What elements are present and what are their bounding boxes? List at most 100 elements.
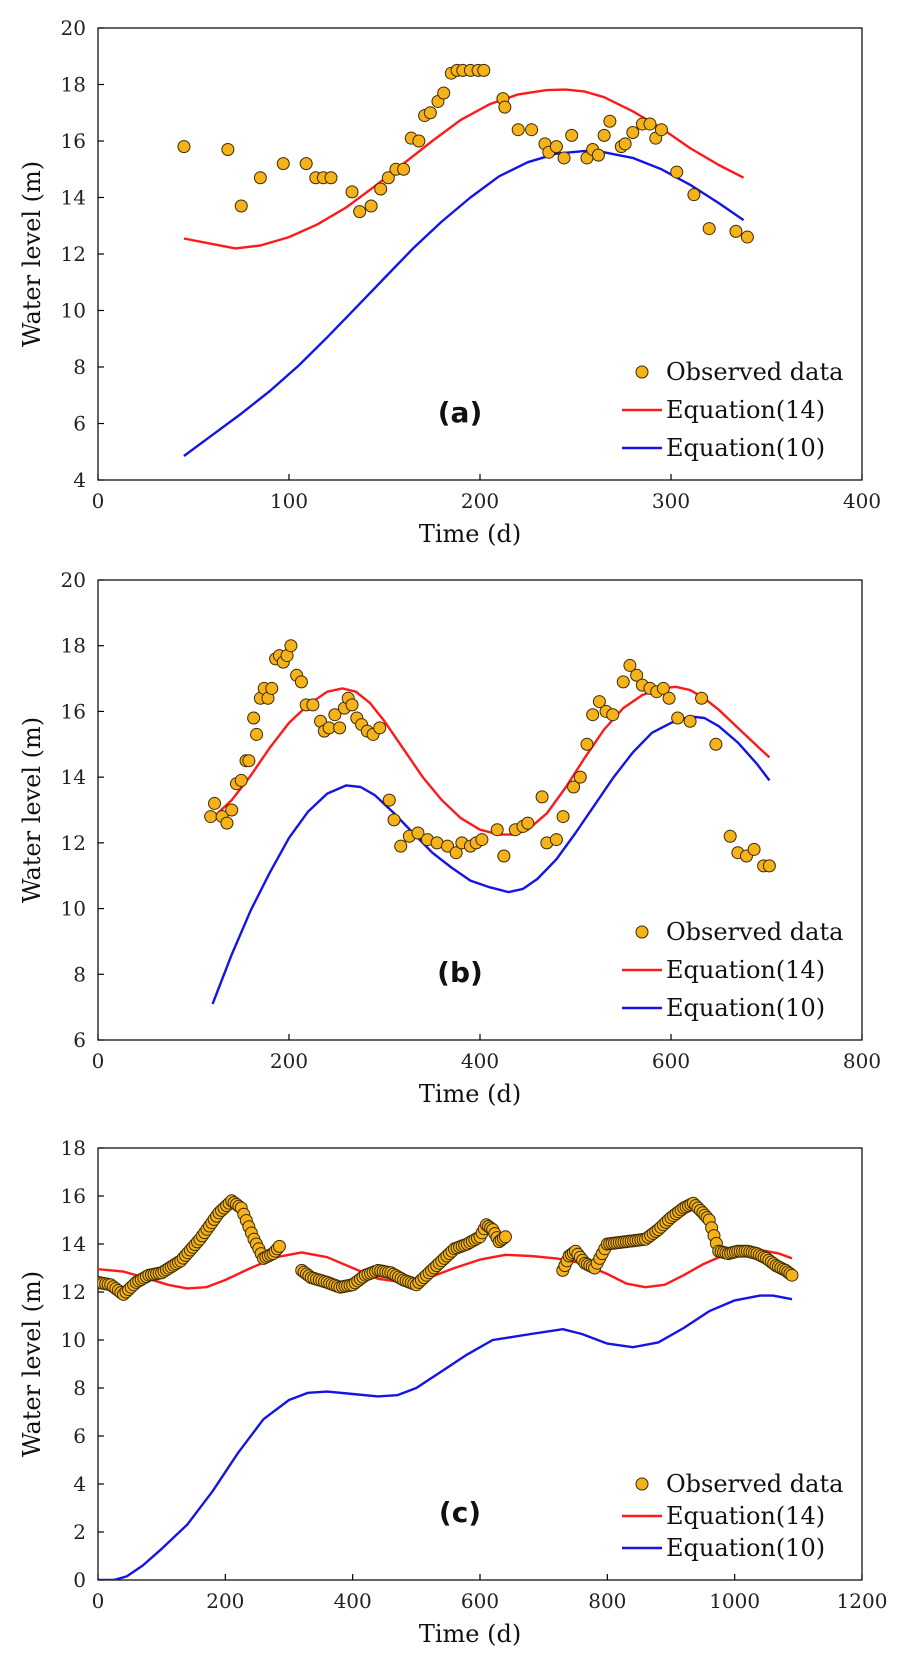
observed-data-point: [204, 810, 218, 824]
observed-data-point: [265, 681, 279, 695]
observed-data-point: [525, 123, 539, 137]
observed-data-point: [364, 199, 378, 213]
observed-data-point: [247, 711, 261, 725]
series-line-equation-14: [98, 1248, 793, 1290]
observed-data-point: [412, 134, 426, 148]
observed-data-point: [580, 737, 594, 751]
observed-data-point: [623, 658, 637, 672]
observed-data-point: [284, 639, 298, 653]
observed-data-point: [654, 123, 668, 137]
observed-data-point: [723, 829, 737, 843]
x-tick-label: 600: [461, 1589, 499, 1613]
observed-data-point: [521, 816, 535, 830]
y-axis-label: Water level (m): [18, 717, 46, 903]
observed-data-point: [671, 711, 685, 725]
series-line-equation-14: [209, 685, 771, 836]
observed-data-point: [565, 128, 579, 142]
y-tick-label: 12: [61, 831, 86, 855]
panel-label: (b): [437, 956, 483, 989]
y-tick-label: 20: [61, 16, 86, 40]
x-axis-label: Time (d): [419, 520, 521, 548]
legend-marker-observed: [635, 1477, 649, 1491]
x-tick-label: 800: [588, 1589, 626, 1613]
observed-data-point: [437, 86, 451, 100]
observed-data-point: [643, 117, 657, 131]
observed-data-point: [381, 171, 395, 185]
x-tick-label: 0: [92, 489, 105, 513]
legend: Observed data Equation(14) Equation(10): [622, 358, 843, 462]
observed-data-point: [603, 114, 617, 128]
x-axis-label: Time (d): [419, 1080, 521, 1108]
legend-label: Observed data: [666, 918, 843, 946]
observed-data-point: [208, 796, 222, 810]
x-tick-label: 400: [461, 1049, 499, 1073]
observed-data-point: [221, 142, 235, 156]
observed-data-point: [397, 162, 411, 176]
y-axis-label: Water level (m): [18, 1271, 46, 1457]
observed-data-point: [411, 826, 425, 840]
observed-data-point: [549, 833, 563, 847]
legend-label: Equation(10): [666, 434, 825, 462]
y-tick-label: 2: [73, 1520, 86, 1544]
observed-data-point: [387, 813, 401, 827]
y-tick-label: 18: [61, 634, 86, 658]
x-tick-label: 400: [843, 489, 881, 513]
y-tick-label: 4: [73, 1472, 86, 1496]
y-axis-label: Water level (m): [18, 161, 46, 347]
observed-data-point: [353, 205, 367, 219]
observed-data-point: [683, 714, 697, 728]
y-tick-label: 10: [61, 299, 86, 323]
observed-data-point: [294, 675, 308, 689]
y-tick-label: 6: [73, 1028, 86, 1052]
observed-data-point: [220, 816, 234, 830]
observed-data-point: [497, 849, 511, 863]
x-tick-label: 0: [92, 1049, 105, 1073]
observed-data-point: [616, 675, 630, 689]
y-tick-label: 0: [73, 1568, 86, 1592]
y-tick-label: 14: [61, 186, 86, 210]
observed-data-point: [535, 790, 549, 804]
y-tick-label: 8: [73, 962, 86, 986]
observed-data-point: [441, 839, 455, 853]
observed-data-point: [709, 737, 723, 751]
observed-data-point: [177, 140, 191, 154]
y-tick-label: 14: [61, 765, 86, 789]
y-tick-label: 18: [61, 73, 86, 97]
observed-data-point: [373, 721, 387, 735]
x-tick-label: 1200: [837, 1589, 888, 1613]
legend-label: Observed data: [666, 358, 843, 386]
x-tick-label: 800: [843, 1049, 881, 1073]
data-layer: [204, 639, 776, 1005]
observed-data-point: [702, 222, 716, 236]
y-tick-label: 8: [73, 355, 86, 379]
observed-data-point: [567, 780, 581, 794]
y-tick-label: 18: [61, 1136, 86, 1160]
observed-data-point: [225, 803, 239, 817]
observed-data-point: [382, 793, 396, 807]
y-tick-label: 8: [73, 1376, 86, 1400]
y-tick-label: 16: [61, 699, 86, 723]
x-tick-label: 200: [206, 1589, 244, 1613]
observed-data-point: [272, 1239, 286, 1253]
observed-data-point: [670, 165, 684, 179]
legend-label: Equation(10): [666, 1534, 825, 1562]
y-tick-label: 4: [73, 468, 86, 492]
x-tick-label: 200: [461, 489, 499, 513]
observed-data-point: [345, 185, 359, 199]
chart-panel-3: 0 200 400 600 800 1000 1200 0 2 4 6 8 10 12 14 16 18 Time…: [18, 1136, 887, 1648]
observed-data-point: [606, 708, 620, 722]
observed-data-point: [299, 157, 313, 171]
observed-data-point: [592, 695, 606, 709]
legend-label: Equation(14): [666, 1502, 825, 1530]
observed-data-point: [234, 199, 248, 213]
chart-panel-1: 0 100 200 300 400 4 6 8 10 12 14 16 18 20 Time (d) Wate…: [18, 16, 881, 548]
observed-data-point: [449, 846, 463, 860]
legend-label: Equation(14): [666, 396, 825, 424]
y-tick-label: 20: [61, 568, 86, 592]
observed-data-point: [597, 128, 611, 142]
observed-data-point: [662, 691, 676, 705]
x-tick-label: 1000: [709, 1589, 760, 1613]
panel-label: (a): [438, 396, 483, 429]
x-tick-label: 0: [92, 1589, 105, 1613]
observed-data-point: [242, 754, 256, 768]
